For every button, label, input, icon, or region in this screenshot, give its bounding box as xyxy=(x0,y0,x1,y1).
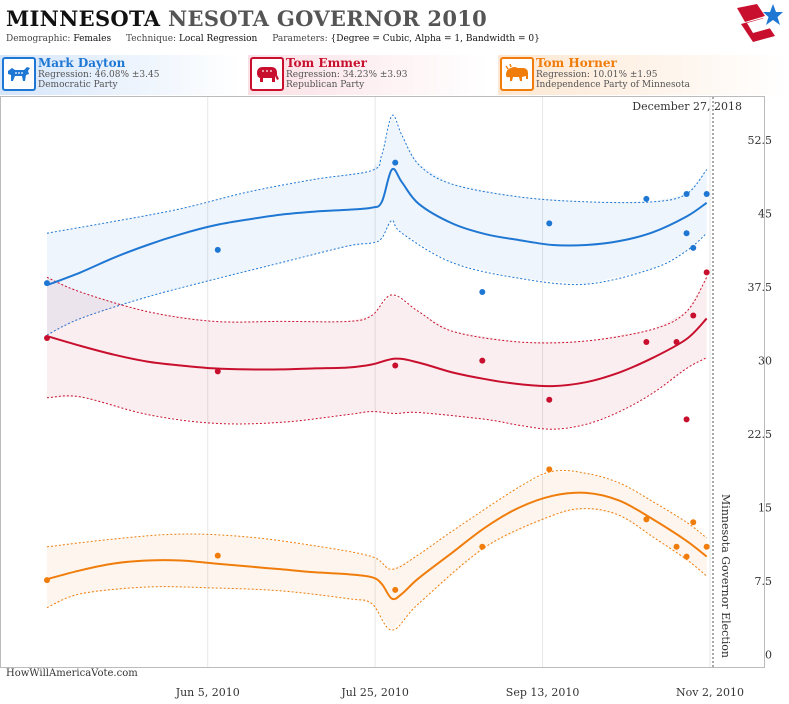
chart-parameters: Demographic: Females Technique: Local Re… xyxy=(6,34,552,44)
poll-point-mark-dayton[interactable] xyxy=(703,191,710,197)
poll-point-mark-dayton[interactable] xyxy=(683,191,690,197)
point-layer xyxy=(44,159,710,593)
confidence-band-tom-horner xyxy=(47,471,707,631)
legend-item-dayton: Mark Dayton Regression: 46.08% ±3.45 Dem… xyxy=(0,55,240,95)
poll-point-mark-dayton[interactable] xyxy=(44,280,50,287)
snapshot-date: December 27, 2018 xyxy=(632,100,742,113)
poll-point-tom-emmer[interactable] xyxy=(673,338,680,345)
poll-point-mark-dayton[interactable] xyxy=(392,159,399,166)
candidate-regression-horner: Regression: 10.01% ±1.95 xyxy=(536,70,658,80)
poll-point-tom-emmer[interactable] xyxy=(546,396,553,403)
candidate-party-dayton: Democratic Party xyxy=(38,80,118,90)
candidate-party-emmer: Republican Party xyxy=(286,80,365,90)
axis-layer: Jun 5, 2010 Jul 25, 2010 Sep 13, 2010 Nov 2… xyxy=(175,97,772,699)
x-tick-label: Jun 5, 2010 xyxy=(175,686,240,699)
confidence-band-tom-emmer xyxy=(47,277,707,430)
chart-title-race: NESOTA GOVERNOR 2010 xyxy=(168,6,488,31)
poll-point-tom-emmer[interactable] xyxy=(690,312,697,319)
poll-point-tom-emmer[interactable] xyxy=(392,362,399,369)
trend-line-tom-horner xyxy=(46,491,708,601)
y-tick-label: 37.5 xyxy=(748,281,773,294)
poll-point-tom-emmer[interactable] xyxy=(214,368,221,375)
y-tick-label: 15 xyxy=(758,502,772,515)
election-day-label: Minnesota Governor Election xyxy=(719,494,732,658)
poll-point-tom-horner[interactable] xyxy=(479,543,486,550)
x-tick-label: Sep 13, 2010 xyxy=(506,686,580,699)
y-tick-label: 0 xyxy=(765,649,772,662)
technique-label: Technique: xyxy=(126,34,177,44)
grid-layer xyxy=(207,97,711,667)
poll-point-tom-horner[interactable] xyxy=(673,543,680,550)
band-layer xyxy=(46,114,708,631)
candidate-name-emmer: Tom Emmer xyxy=(286,56,367,70)
x-tick-label: Jul 25, 2010 xyxy=(340,686,409,699)
poll-point-tom-horner[interactable] xyxy=(44,577,50,584)
poll-point-mark-dayton[interactable] xyxy=(643,195,650,202)
site-logo-icon[interactable] xyxy=(735,2,783,48)
poll-point-tom-horner[interactable] xyxy=(643,516,650,523)
parameters-label: Parameters: xyxy=(272,34,328,44)
site-watermark: HowWillAmericaVote.com xyxy=(6,668,138,679)
trend-line-mark-dayton xyxy=(46,167,708,287)
y-tick-label: 7.5 xyxy=(755,575,773,588)
candidate-regression-dayton: Regression: 46.08% ±3.45 xyxy=(38,70,160,80)
legend: Mark Dayton Regression: 46.08% ±3.45 Dem… xyxy=(0,55,789,95)
poll-point-tom-horner[interactable] xyxy=(703,543,710,550)
donkey-icon xyxy=(2,57,36,91)
legend-item-emmer: Tom Emmer Regression: 34.23% ±3.93 Repub… xyxy=(248,55,488,95)
legend-item-horner: Tom Horner Regression: 10.01% ±1.95 Inde… xyxy=(498,55,788,95)
technique-value: Local Regression xyxy=(178,34,258,44)
upper-bound-mark-dayton xyxy=(46,114,708,234)
poll-point-tom-emmer[interactable] xyxy=(643,338,650,345)
chart-title-state: MINNESOTA xyxy=(6,6,161,31)
poll-point-tom-horner[interactable] xyxy=(546,466,553,473)
poll-point-tom-horner[interactable] xyxy=(392,586,399,593)
poll-point-tom-emmer[interactable] xyxy=(703,269,710,276)
x-tick-label: Nov 2, 2010 xyxy=(676,686,744,699)
poll-point-mark-dayton[interactable] xyxy=(214,246,221,253)
lower-bound-mark-dayton xyxy=(46,219,708,336)
poll-point-tom-emmer[interactable] xyxy=(44,335,50,342)
y-tick-label: 52.5 xyxy=(748,134,773,147)
poll-point-mark-dayton[interactable] xyxy=(479,289,486,295)
trend-line-tom-emmer xyxy=(46,317,708,388)
confidence-band-mark-dayton xyxy=(47,115,707,336)
demographic-value: Females xyxy=(73,34,112,44)
poll-point-mark-dayton[interactable] xyxy=(546,220,553,227)
line-layer xyxy=(46,167,708,601)
candidate-party-horner: Independence Party of Minnesota xyxy=(536,80,690,90)
upper-bound-tom-emmer xyxy=(46,276,708,344)
y-tick-label: 30 xyxy=(758,355,772,368)
poll-point-mark-dayton[interactable] xyxy=(683,230,690,237)
y-tick-label: 22.5 xyxy=(748,428,773,441)
elephant-icon xyxy=(250,57,284,91)
demographic-label: Demographic: xyxy=(6,34,71,44)
candidate-name-horner: Tom Horner xyxy=(536,56,617,70)
plot-frame xyxy=(0,96,765,668)
parameters-value: {Degree = Cubic, Alpha = 1, Bandwidth = … xyxy=(330,34,540,44)
poll-point-tom-horner[interactable] xyxy=(690,519,697,526)
candidate-regression-emmer: Regression: 34.23% ±3.93 xyxy=(286,70,408,80)
upper-bound-tom-horner xyxy=(46,469,708,570)
poll-point-tom-emmer[interactable] xyxy=(479,357,486,364)
y-tick-label: 45 xyxy=(758,208,772,221)
bison-icon xyxy=(500,57,534,91)
chart-title: MINNESOTA NESOTA GOVERNOR 2010 xyxy=(6,6,487,31)
poll-point-tom-emmer[interactable] xyxy=(683,416,690,423)
poll-point-tom-horner[interactable] xyxy=(214,552,221,559)
poll-trend-chart: Jun 5, 2010 Jul 25, 2010 Sep 13, 2010 Nov 2… xyxy=(0,96,772,699)
lower-bound-tom-emmer xyxy=(46,357,707,430)
poll-point-tom-horner[interactable] xyxy=(683,553,690,560)
candidate-name-dayton: Mark Dayton xyxy=(38,56,126,70)
poll-point-mark-dayton[interactable] xyxy=(690,244,697,251)
